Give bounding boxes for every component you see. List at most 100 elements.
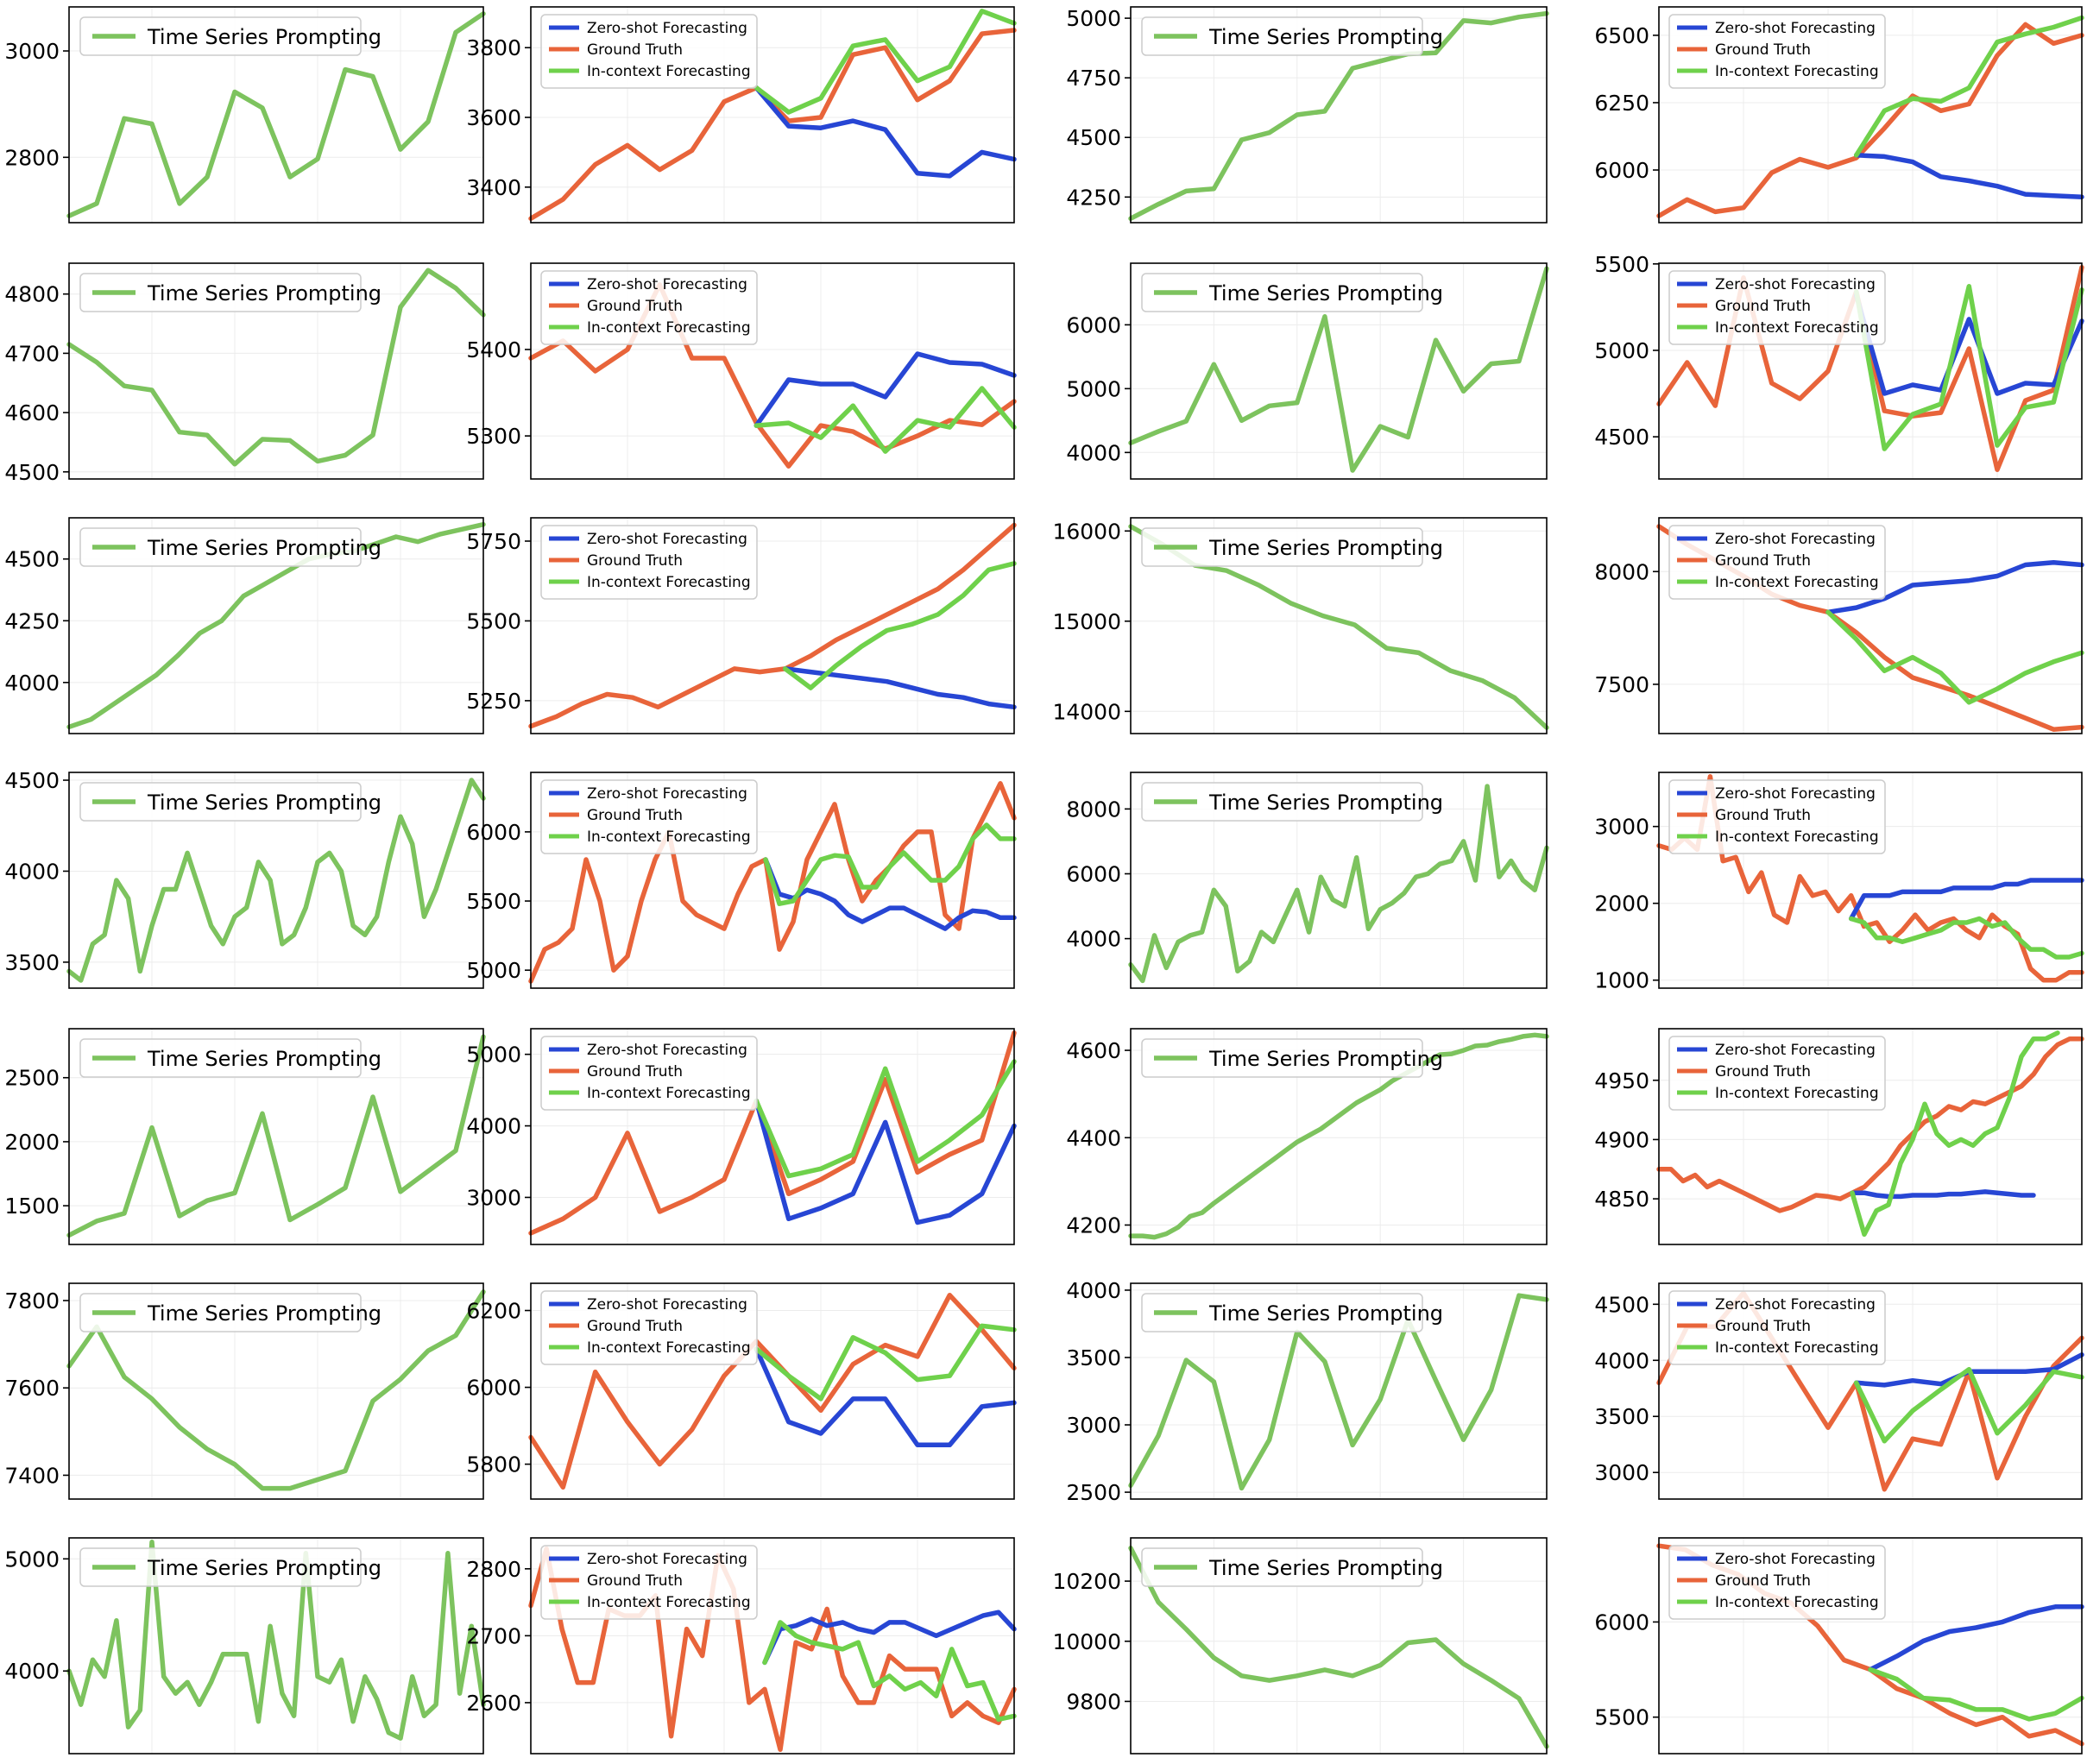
y-tick-label: 5750 (466, 529, 521, 554)
legend-label: In-context Forecasting (587, 574, 751, 591)
y-tick-label: 5400 (466, 337, 521, 362)
chart-panel-6-1: 7400 7600 7800 Time Series Prompting (4, 1282, 486, 1500)
plot-frame (530, 1282, 1015, 1500)
series-line-ground-truth (528, 781, 1017, 984)
legend-box (79, 782, 362, 822)
chart-panel-3-1: 4000 4250 4500 Time Series Prompting (4, 517, 486, 734)
legend-label: Zero-shot Forecasting (587, 1551, 747, 1568)
y-tick-label: 4250 (1066, 185, 1121, 210)
series-line-ground-truth (528, 1030, 1017, 1236)
y-tick-label: 1500 (4, 1194, 60, 1219)
legend-label: In-context Forecasting (1715, 1085, 1879, 1102)
y-tick-label: 4750 (1066, 66, 1121, 91)
plot-frame (530, 6, 1015, 224)
series-line-time-series-prompting (66, 1289, 486, 1491)
series-line-time-series-prompting (66, 11, 486, 218)
y-tick-label: 4000 (4, 859, 60, 884)
y-tick-label: 3000 (1594, 1460, 1649, 1485)
y-tick-label: 2500 (1066, 1480, 1121, 1505)
legend-label: Time Series Prompting (147, 1047, 381, 1071)
y-tick-label: 3500 (1066, 1345, 1121, 1370)
legend-box (1141, 273, 1423, 312)
y-tick-label: 3000 (1066, 1413, 1121, 1438)
y-tick-label: 4500 (4, 768, 60, 793)
legend-label: Time Series Prompting (147, 1301, 381, 1326)
chart-panel-1-3: 4250 4500 4750 5000 Time Series Prompting (1066, 6, 1549, 224)
series-line-time-series-prompting (1128, 10, 1549, 221)
legend-box (79, 1038, 362, 1078)
legend-label: Time Series Prompting (147, 25, 381, 49)
legend-label: Zero-shot Forecasting (1715, 1551, 1876, 1568)
y-tick-label: 2700 (466, 1623, 521, 1648)
series-line-time-series-prompting (66, 521, 486, 730)
series-line-zero-shot-forecasting (1848, 878, 2084, 922)
series-line-in-context-forecasting (782, 561, 1017, 690)
legend-box (540, 1290, 758, 1365)
y-tick-label: 6000 (1066, 312, 1121, 337)
chart-panel-5-3: 4200 4400 4600 Time Series Prompting (1066, 1028, 1549, 1245)
series-line-ground-truth (528, 1292, 1017, 1490)
legend-label: Ground Truth (1715, 552, 1811, 570)
series-line-in-context-forecasting (753, 386, 1017, 454)
legend-label: Zero-shot Forecasting (1715, 1042, 1876, 1059)
y-tick-label: 5500 (1594, 252, 1649, 277)
plot-frame (68, 1282, 484, 1500)
y-tick-label: 5000 (1066, 6, 1121, 31)
y-tick-label: 6500 (1594, 23, 1649, 48)
y-tick-label: 4400 (1066, 1125, 1121, 1150)
y-tick-label: 8000 (1594, 559, 1649, 584)
y-tick-label: 4000 (1066, 1278, 1121, 1303)
legend: Time Series Prompting (79, 273, 381, 312)
chart-panel-7-3: 9800 10000 10200 Time Series Prompting (1052, 1537, 1549, 1755)
plot-frame (1658, 262, 2083, 480)
legend-box (540, 1036, 758, 1111)
legend: Time Series Prompting (1141, 1547, 1443, 1587)
y-tick-label: 5000 (466, 958, 521, 983)
legend-box (1668, 1036, 1886, 1111)
series-line-in-context-forecasting (1850, 1030, 2060, 1238)
plot-frame (1130, 1028, 1548, 1245)
series-line-in-context-forecasting (1868, 1666, 2084, 1722)
y-tick-label: 4600 (4, 400, 60, 425)
legend-label: In-context Forecasting (587, 319, 751, 337)
legend-box (1141, 1293, 1423, 1332)
legend-label: Ground Truth (1715, 1318, 1811, 1335)
series-line-in-context-forecasting (1853, 15, 2084, 158)
legend: Zero-shot Forecasting Ground Truth In-cont… (540, 14, 758, 89)
chart-panel-3-4: 7500 8000 Zero-shot Forecasting Ground Trut… (1594, 517, 2084, 734)
legend-label: Zero-shot Forecasting (1715, 20, 1876, 37)
legend: Time Series Prompting (79, 527, 381, 567)
legend-box (540, 1545, 758, 1620)
legend-label: In-context Forecasting (1715, 319, 1879, 337)
plot-frame (1658, 772, 2083, 989)
legend: Zero-shot Forecasting Ground Truth In-cont… (1668, 1290, 1886, 1365)
y-tick-label: 4200 (1066, 1213, 1121, 1238)
chart-panel-7-4: 5500 6000 Zero-shot Forecasting Ground Trut… (1594, 1537, 2084, 1755)
plot-frame (68, 1028, 484, 1245)
legend-label: Ground Truth (1715, 807, 1811, 824)
series-line-zero-shot-forecasting (753, 351, 1017, 428)
chart-panel-6-3: 2500 3000 3500 4000 Time Series Prompting (1066, 1278, 1549, 1505)
y-tick-label: 5500 (466, 608, 521, 633)
series-line-zero-shot-forecasting (782, 666, 1017, 710)
legend-label: In-context Forecasting (587, 1085, 751, 1102)
y-tick-label: 5000 (4, 1547, 60, 1572)
legend-label: In-context Forecasting (587, 1594, 751, 1611)
y-tick-label: 4000 (1066, 440, 1121, 465)
legend-label: Time Series Prompting (1208, 791, 1443, 815)
legend-label: Zero-shot Forecasting (587, 1296, 747, 1314)
legend: Time Series Prompting (1141, 1293, 1443, 1332)
y-tick-label: 3800 (466, 35, 521, 60)
y-tick-label: 10200 (1052, 1569, 1121, 1594)
legend-label: Zero-shot Forecasting (587, 531, 747, 548)
y-tick-label: 4000 (4, 671, 60, 696)
legend: Time Series Prompting (79, 1293, 381, 1332)
plot-frame (1658, 517, 2083, 734)
plot-frame (1658, 1282, 2083, 1500)
legend: Zero-shot Forecasting Ground Truth In-cont… (1668, 779, 1886, 854)
y-tick-label: 4000 (1594, 1348, 1649, 1373)
y-tick-label: 3000 (4, 39, 60, 64)
series-line-zero-shot-forecasting (1825, 560, 2084, 615)
legend-label: Time Series Prompting (147, 1556, 381, 1580)
legend-label: In-context Forecasting (1715, 574, 1879, 591)
